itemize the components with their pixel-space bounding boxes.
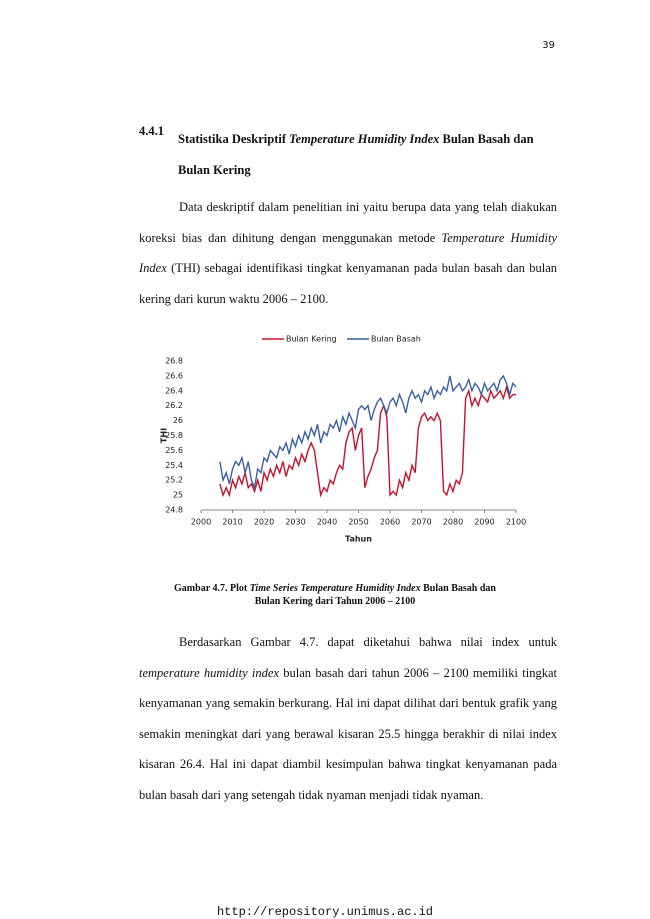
y-axis-label: THI — [160, 428, 169, 443]
text-run: Time Series Temperature Humidity Index — [249, 583, 421, 594]
x-tick-label: 2040 — [317, 518, 337, 527]
x-tick-label: 2010 — [222, 518, 242, 527]
y-tick-label: 26.2 — [165, 401, 183, 410]
figure-caption: Gambar 4.7. Plot Time Series Temperature… — [170, 582, 500, 608]
y-tick-label: 25.2 — [165, 476, 183, 485]
paragraph: Data deskriptif dalam penelitian ini yai… — [139, 192, 557, 314]
x-axis-label: Tahun — [345, 535, 372, 544]
text-run: Bulan Basah dan Bulan Kering — [178, 132, 534, 177]
x-tick-label: 2060 — [380, 518, 400, 527]
y-tick-label: 26.8 — [165, 357, 183, 366]
series-line — [219, 374, 517, 491]
text-run: temperature humidity index — [139, 665, 279, 680]
x-tick-label: 2070 — [411, 518, 431, 527]
text-run: bulan basah dari tahun 2006 – 2100 memil… — [139, 665, 557, 802]
section-heading: Statistika Deskriptif Temperature Humidi… — [178, 124, 568, 186]
footer-url: http://repository.unimus.ac.id — [216, 905, 434, 919]
y-tick-label: 26.6 — [165, 371, 183, 380]
legend-label: Bulan Basah — [371, 335, 421, 344]
x-tick-label: 2000 — [191, 518, 211, 527]
text-run: Berdasarkan Gambar 4.7. dapat diketahui … — [179, 635, 557, 649]
x-tick-label: 2020 — [254, 518, 274, 527]
x-tick-label: 2030 — [285, 518, 305, 527]
x-tick-label: 2100 — [506, 518, 526, 527]
text-run: Bulan Basah dan Bulan Kering dari Tahun … — [254, 583, 496, 607]
text-run: Gambar 4.7. Plot — [174, 583, 250, 594]
section-number: 4.4.1 — [139, 124, 164, 138]
y-tick-label: 25 — [173, 491, 183, 500]
page-number: 39 — [542, 40, 555, 51]
y-tick-label: 25.6 — [165, 446, 183, 455]
y-tick-label: 26.4 — [165, 386, 183, 395]
chart: 24.8 25 25.2 25.4 25.6 25.8 26 26.2 26.4 26.6 26.8… — [160, 335, 527, 544]
text-run: Statistika Deskriptif — [178, 132, 290, 146]
y-tick-label: 24.8 — [165, 506, 183, 515]
text-run: Temperature Humidity Index — [139, 230, 557, 276]
series-line — [219, 384, 516, 498]
y-tick-label: 25.4 — [165, 461, 183, 470]
y-tick-label: 26 — [173, 416, 183, 425]
text-run: (THI) sebagai identifikasi tingkat kenya… — [139, 261, 557, 306]
text-run: Data deskriptif dalam penelitian ini yai… — [139, 200, 557, 245]
text-run: Temperature Humidity Index — [289, 132, 440, 146]
x-tick-label: 2050 — [348, 518, 368, 527]
x-tick-label: 2090 — [474, 518, 494, 527]
y-tick-label: 25.8 — [165, 431, 183, 440]
legend-label: Bulan Kering — [286, 335, 337, 344]
paragraph: Berdasarkan Gambar 4.7. dapat diketahui … — [139, 627, 557, 810]
x-tick-label: 2080 — [443, 518, 463, 527]
